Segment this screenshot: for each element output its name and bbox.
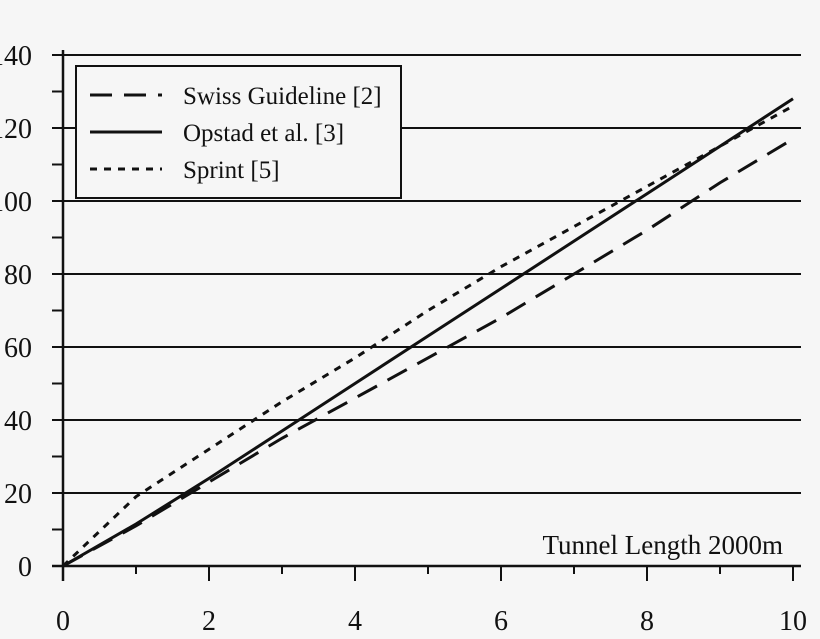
legend: Swiss Guideline [2] Opstad et al. [3] Spri… <box>75 65 402 199</box>
series-line-dotted <box>61 104 794 568</box>
x-tick-label: 6 <box>494 606 508 637</box>
y-tick-label: 0 <box>18 552 32 583</box>
legend-label: Opstad et al. [3] <box>183 120 344 147</box>
y-tick-label: 100 <box>0 187 32 218</box>
x-tick-label: 0 <box>56 606 70 637</box>
annotation-text: Tunnel Length 2000m <box>542 530 783 560</box>
y-tick-label: 140 <box>0 41 32 72</box>
y-tick-label: 120 <box>0 114 32 145</box>
legend-label: Sprint [5] <box>183 157 280 184</box>
series-line-solid <box>62 97 794 568</box>
y-tick-label: 60 <box>4 333 32 364</box>
y-tick-label: 40 <box>4 406 32 437</box>
x-tick-label: 10 <box>779 606 807 637</box>
series-line-dashed <box>62 137 794 568</box>
axes: 0 20 40 60 80 100 120 140 0 2 4 6 8 10 <box>0 41 807 637</box>
y-tick-label: 80 <box>4 260 32 291</box>
x-tick-label: 8 <box>640 606 654 637</box>
x-tick-label: 4 <box>348 606 362 637</box>
legend-label: Swiss Guideline [2] <box>183 83 382 110</box>
series-group <box>61 97 794 568</box>
x-tick-label: 2 <box>202 606 216 637</box>
y-tick-label: 20 <box>4 479 32 510</box>
